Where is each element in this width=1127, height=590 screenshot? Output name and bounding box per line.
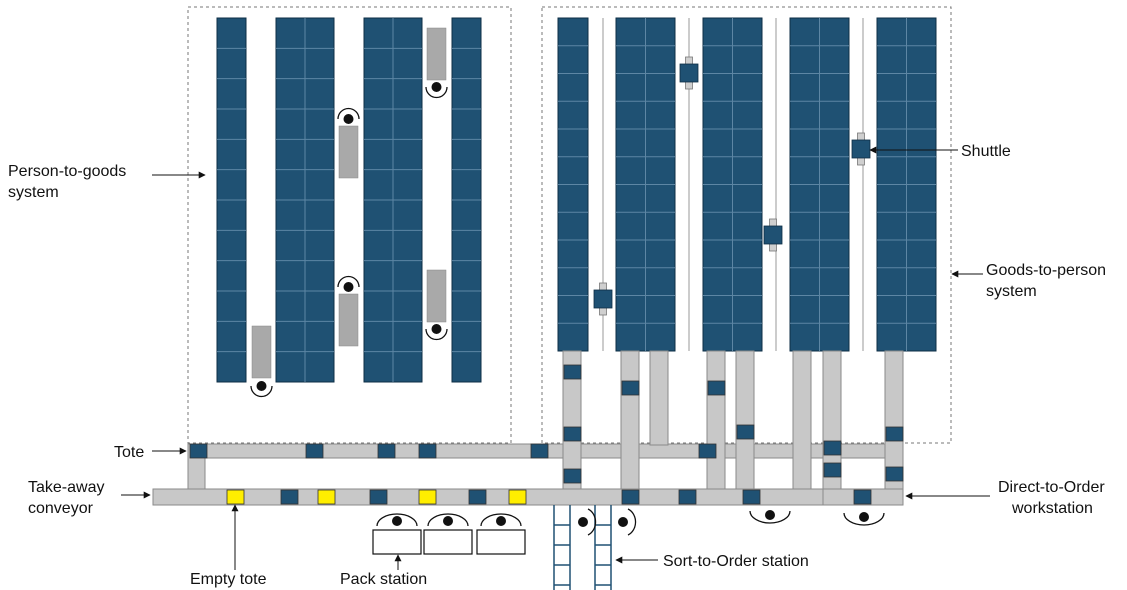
lift-conveyor-3 — [649, 350, 669, 446]
label-take-away: Take-away conveyor — [28, 479, 109, 517]
lift-conveyor-1 — [562, 350, 582, 490]
picking-cart-3-operator-head — [343, 282, 354, 292]
dto-operator-2-head — [859, 512, 869, 522]
sort-operator-1-head — [578, 517, 588, 527]
picking-cart-5 — [426, 269, 447, 323]
empty-tote-2 — [317, 489, 336, 505]
picking-cart-4-operator-arc — [425, 86, 448, 99]
picking-cart-2-operator-head — [343, 114, 354, 124]
shuttle-3 — [763, 225, 783, 245]
operators-layer — [376, 508, 885, 536]
label-sort-to-order: Sort-to-Order station — [663, 553, 809, 570]
tote-4 — [418, 443, 437, 459]
pack-operator-2-arc — [427, 513, 469, 527]
lift-conveyor-6 — [792, 350, 812, 490]
pack-operator-1-head — [392, 516, 402, 526]
picking-cart-3-operator-arc — [337, 275, 360, 288]
stations-layer — [372, 505, 612, 590]
pack-operator-1-arc — [376, 513, 418, 527]
conveyor-tote-4 — [621, 489, 640, 505]
lift-tote-1 — [563, 364, 582, 380]
pack-station-3 — [476, 529, 526, 555]
picking-cart-5-operator-head — [431, 324, 442, 334]
lift-tote-3 — [563, 468, 582, 484]
lift-conveyor-8 — [884, 350, 904, 490]
goods-to-person-boundary — [541, 6, 952, 444]
picking-cart-2 — [338, 125, 359, 179]
label-shuttle: Shuttle — [961, 143, 1011, 160]
dto-operator-2-arc — [843, 512, 885, 526]
lift-tote-7 — [823, 440, 842, 456]
tote-1 — [189, 443, 208, 459]
sort-operator-2-head — [618, 517, 628, 527]
lift-tote-8 — [823, 462, 842, 478]
label-direct-to-order: Direct-to-Order workstation — [998, 479, 1109, 517]
tote-6 — [698, 443, 717, 459]
conveyor-tote-5 — [678, 489, 697, 505]
pack-operator-3-arc — [480, 513, 522, 527]
lift-conveyor-4 — [706, 350, 726, 490]
pack-station-2 — [423, 529, 473, 555]
lift-tote-10 — [885, 466, 904, 482]
empty-tote-1 — [226, 489, 245, 505]
tote-2 — [305, 443, 324, 459]
label-goods-to-person: Goods-to-person system — [986, 262, 1111, 300]
dto-operator-1-head — [765, 510, 775, 520]
tote-5 — [530, 443, 549, 459]
shuttle-2 — [679, 63, 699, 83]
lift-tote-2 — [563, 426, 582, 442]
lift-tote-6 — [736, 424, 755, 440]
conveyor-tote-6 — [742, 489, 761, 505]
label-pack-station: Pack station — [340, 571, 427, 588]
shuttle-1 — [593, 289, 613, 309]
picking-cart-2-operator-arc — [337, 107, 360, 120]
picking-cart-1 — [251, 325, 272, 379]
pack-operator-2-head — [443, 516, 453, 526]
conveyor-tote-2 — [369, 489, 388, 505]
sort-operator-1-arc — [587, 508, 597, 536]
storage-racks — [216, 17, 937, 383]
shuttles-layer — [593, 56, 871, 316]
label-tote: Tote — [114, 444, 144, 461]
picking-carts — [250, 27, 448, 398]
tote-3 — [377, 443, 396, 459]
person-to-goods-boundary — [187, 6, 512, 444]
picking-cart-4-operator-head — [431, 82, 442, 92]
totes-layer — [189, 364, 904, 505]
lift-tote-5 — [707, 380, 726, 396]
picking-cart-1-operator-head — [256, 381, 267, 391]
label-person-to-goods: Person-to-goods system — [8, 163, 131, 201]
picking-cart-1-operator-arc — [250, 385, 273, 398]
lift-tote-4 — [621, 380, 640, 396]
lift-tote-9 — [885, 426, 904, 442]
pack-station-1 — [372, 529, 422, 555]
conveyor-tote-7 — [853, 489, 872, 505]
empty-tote-3 — [418, 489, 437, 505]
lift-conveyor-2 — [620, 350, 640, 490]
conveyor-tote-3 — [468, 489, 487, 505]
empty-tote-4 — [508, 489, 527, 505]
picking-cart-4 — [426, 27, 447, 81]
label-empty-tote: Empty tote — [190, 571, 267, 588]
conveyor-tote-1 — [280, 489, 299, 505]
lift-conveyor-5 — [735, 350, 755, 490]
picking-cart-5-operator-arc — [425, 328, 448, 341]
shuttle-4 — [851, 139, 871, 159]
dto-operator-1-arc — [749, 510, 791, 524]
picking-cart-3 — [338, 293, 359, 347]
sort-operator-2-arc — [627, 508, 637, 536]
take-away-conveyor — [152, 488, 824, 506]
pack-operator-3-head — [496, 516, 506, 526]
